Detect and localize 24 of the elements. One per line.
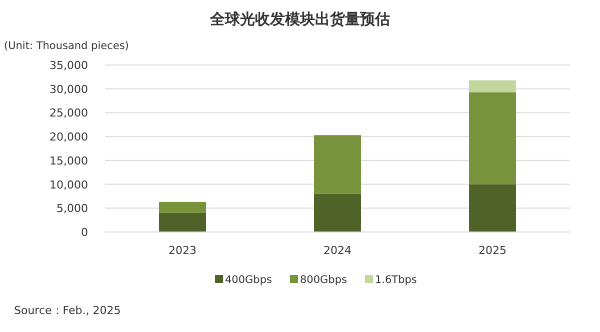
- y-tick-label: 25,000: [50, 106, 88, 120]
- y-tick-label: 35,000: [50, 59, 88, 72]
- y-tick-label: 5,000: [56, 202, 88, 216]
- legend-label: 1.6Tbps: [374, 274, 417, 286]
- bar: [469, 80, 516, 92]
- x-tick-label: 2025: [478, 244, 506, 257]
- x-tick-label: 2023: [168, 244, 196, 257]
- y-tick-label: 20,000: [50, 130, 88, 144]
- source-note: Source：Feb., 2025: [14, 304, 121, 317]
- y-tick-label: 15,000: [50, 154, 88, 168]
- y-axis-title: (Unit: Thousand pieces): [4, 40, 129, 52]
- y-tick-label: 0: [81, 226, 88, 239]
- bar: [469, 92, 516, 184]
- bar: [314, 135, 361, 194]
- y-tick-label: 10,000: [50, 178, 88, 192]
- bar: [314, 194, 361, 232]
- bar: [159, 212, 206, 232]
- legend-label: 400Gbps: [225, 274, 272, 286]
- bar: [469, 184, 516, 232]
- x-tick-label: 2024: [324, 244, 352, 257]
- bar: [159, 202, 206, 213]
- y-tick-label: 30,000: [50, 82, 88, 96]
- chart-title: 全球光收发模块出货量预估: [209, 10, 390, 28]
- legend-label: 800Gbps: [300, 274, 347, 286]
